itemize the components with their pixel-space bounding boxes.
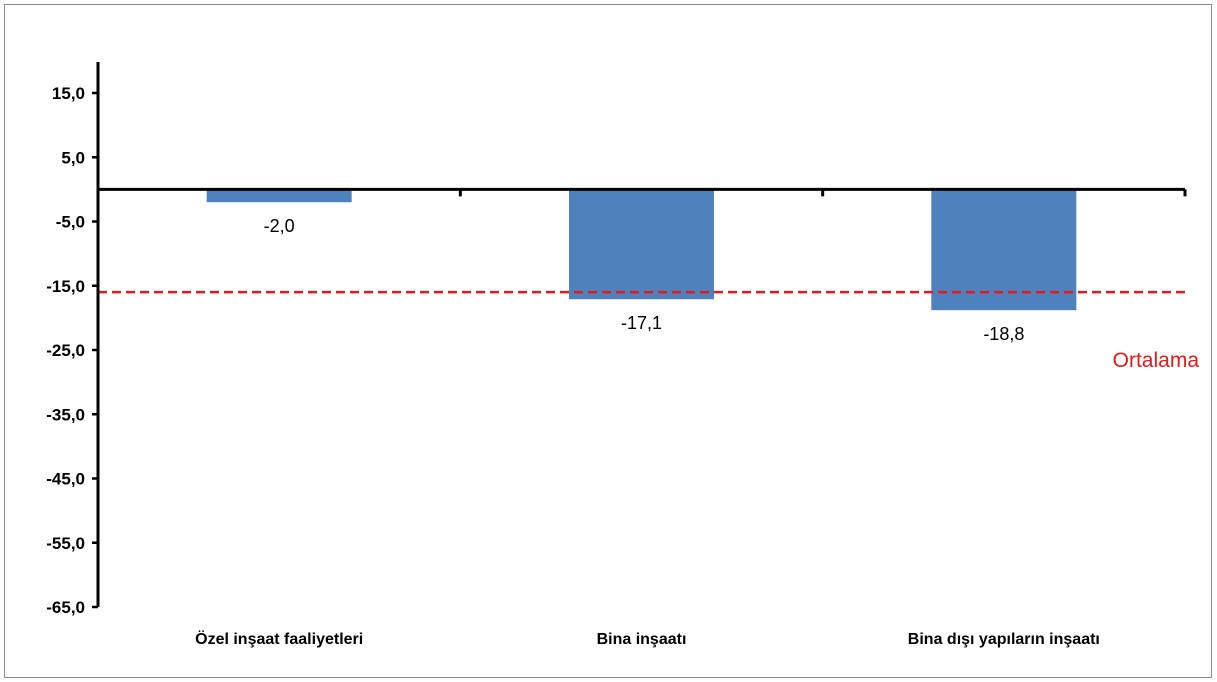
y-tick-label: 5,0 [61,148,85,167]
y-tick-label: 15,0 [52,84,85,103]
bars-group [98,189,1185,311]
y-tick-label: -5,0 [56,213,85,232]
average-label: Ortalama [1113,349,1200,372]
category-label: Özel inşaat faaliyetleri [195,629,363,648]
y-tick-label: -25,0 [46,341,85,360]
data-label: -17,1 [621,313,662,333]
bar [569,189,714,300]
y-tick-label: -45,0 [46,470,85,489]
y-tick-label: -65,0 [46,598,85,617]
axes-group [92,62,1187,609]
bar [206,189,352,203]
labels-group: -2,0 Özel inşaat faaliyetleri -17,1 Bina in… [46,84,1199,648]
y-tick-label: -55,0 [46,534,85,553]
data-label: -2,0 [264,216,295,236]
category-label: Bina inşaatı [597,631,687,648]
y-tick-label: -15,0 [46,277,85,296]
bar [931,189,1077,311]
y-tick-label: -35,0 [46,405,85,424]
data-label: -18,8 [983,324,1024,344]
chart-frame [4,4,1212,678]
category-label: Bina dışı yapıların inşaatı [908,631,1100,648]
